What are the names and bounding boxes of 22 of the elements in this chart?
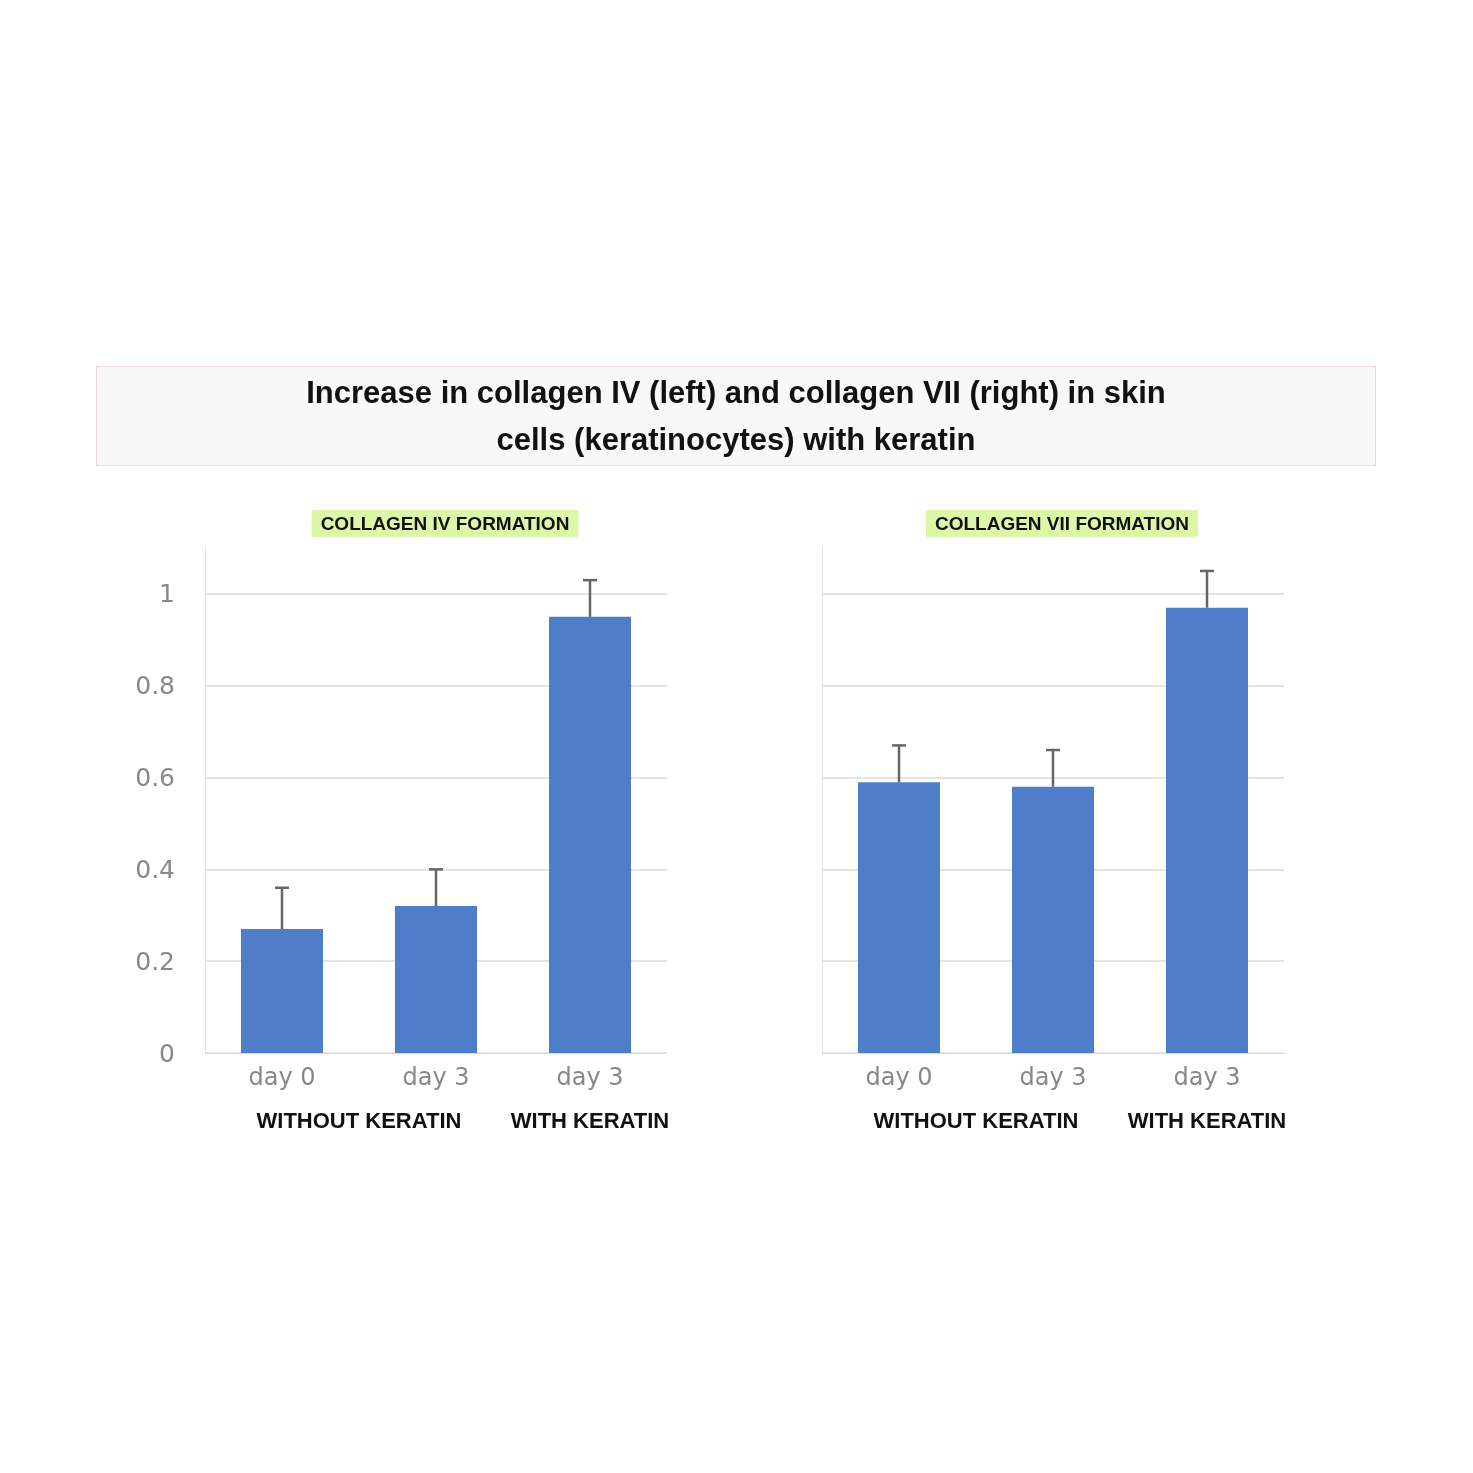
bar xyxy=(549,616,631,1053)
x-tick-label: day 0 xyxy=(865,1063,933,1091)
y-tick-label: 0.8 xyxy=(135,671,175,701)
text: WITHOUT KERATIN xyxy=(256,1107,462,1133)
text: WITH KERATIN xyxy=(1127,1107,1287,1133)
x-tick-label: day 3 xyxy=(1173,1063,1241,1091)
bar xyxy=(241,929,323,1053)
x-tick-label: day 3 xyxy=(556,1063,624,1091)
y-tick-label: 1 xyxy=(159,579,175,609)
bar xyxy=(395,906,477,1053)
text: Increase in collagen IV (left) and collagen VII (right) in skin cells (keratinocytes) with keratin xyxy=(305,374,1167,459)
chart-subtitle: COLLAGEN VII FORMATION xyxy=(934,513,1190,534)
y-tick-label: 0.6 xyxy=(135,763,175,793)
x-tick-label: day 0 xyxy=(248,1063,316,1091)
text: WITH KERATIN xyxy=(510,1107,670,1133)
y-tick-label: 0.2 xyxy=(135,946,175,976)
y-tick-label: 0 xyxy=(159,1038,175,1068)
chart-subtitle: COLLAGEN IV FORMATION xyxy=(320,513,570,534)
x-tick-label: day 3 xyxy=(402,1063,470,1091)
y-tick-label: 0.4 xyxy=(135,854,175,884)
x-tick-label: day 3 xyxy=(1019,1063,1087,1091)
text: WITHOUT KERATIN xyxy=(873,1107,1079,1133)
